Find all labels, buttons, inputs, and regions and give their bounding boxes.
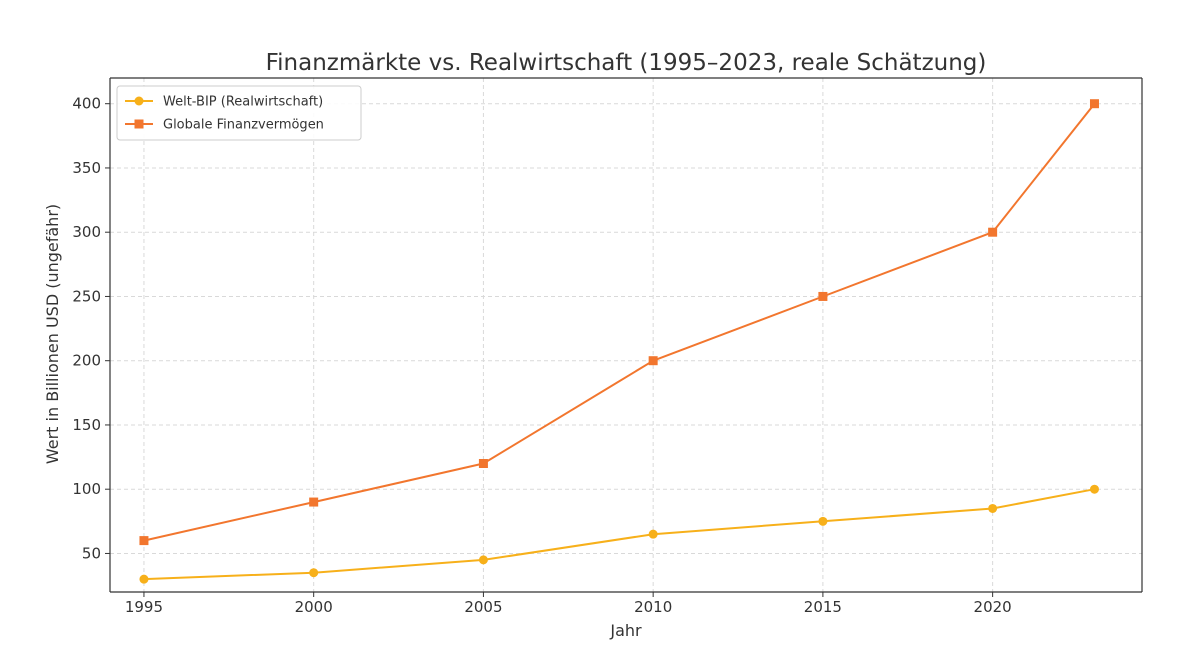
data-point bbox=[648, 356, 658, 366]
y-tick-label: 150 bbox=[72, 416, 101, 434]
data-point bbox=[478, 555, 488, 565]
y-axis-label: Wert in Billionen USD (ungefähr) bbox=[43, 204, 62, 464]
series-1 bbox=[139, 484, 1099, 584]
x-axis-label: Jahr bbox=[609, 621, 642, 640]
data-point bbox=[1089, 99, 1099, 109]
data-point bbox=[139, 574, 149, 584]
chart-title: Finanzmärkte vs. Realwirtschaft (1995–20… bbox=[266, 50, 987, 76]
legend-box bbox=[116, 85, 362, 141]
legend-swatch-marker bbox=[134, 119, 144, 129]
data-point bbox=[818, 291, 828, 301]
y-tick-label: 100 bbox=[72, 480, 101, 498]
x-tick-label: 2015 bbox=[804, 598, 842, 616]
legend-label: Globale Finanzvermögen bbox=[163, 118, 324, 133]
tick-labels: 1995 2000 2005 2010 2015 2020 50 100 150 200 250 30… bbox=[72, 95, 1011, 616]
data-point bbox=[1089, 484, 1099, 494]
data-point bbox=[478, 459, 488, 468]
x-tick-label: 2005 bbox=[464, 598, 502, 616]
legend-label: Welt-BIP (Realwirtschaft) bbox=[163, 95, 323, 110]
y-tick-label: 300 bbox=[72, 223, 101, 241]
x-tick-label: 1995 bbox=[125, 598, 163, 616]
data-point bbox=[309, 568, 319, 578]
legend-item: Globale Finanzvermögen bbox=[125, 118, 324, 133]
series-line bbox=[143, 103, 1096, 542]
data-point bbox=[648, 529, 658, 539]
y-tick-label: 400 bbox=[72, 95, 101, 113]
axes-frame bbox=[109, 77, 1143, 593]
y-tick-label: 250 bbox=[72, 287, 101, 305]
data-point bbox=[139, 536, 149, 546]
x-tick-label: 2010 bbox=[634, 598, 672, 616]
x-tick-label: 2000 bbox=[295, 598, 333, 616]
data-point bbox=[988, 503, 998, 513]
y-tick-label: 200 bbox=[72, 352, 101, 370]
y-tick-label: 50 bbox=[82, 544, 101, 562]
data-point bbox=[988, 227, 998, 237]
series-line bbox=[143, 488, 1095, 581]
grid bbox=[110, 78, 1142, 592]
legend-swatch-marker bbox=[134, 96, 144, 106]
legend-item: Welt-BIP (Realwirtschaft) bbox=[125, 95, 323, 110]
legend: Welt-BIP (Realwirtschaft) Globale Finanzv… bbox=[116, 85, 362, 141]
series-layer bbox=[139, 99, 1099, 584]
data-point bbox=[309, 497, 319, 507]
series-2 bbox=[139, 99, 1099, 546]
data-point bbox=[818, 516, 828, 526]
x-tick-label: 2020 bbox=[974, 598, 1012, 616]
y-tick-label: 350 bbox=[72, 159, 101, 177]
